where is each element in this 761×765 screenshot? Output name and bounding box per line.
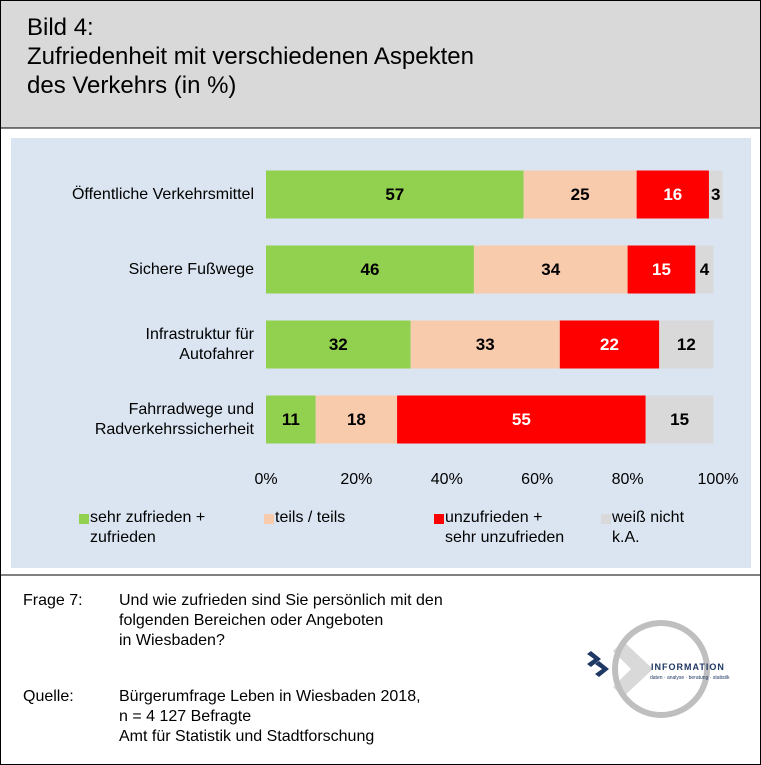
legend-label: unzufrieden + sehr unzufrieden	[445, 509, 565, 546]
bar-segment	[627, 245, 696, 294]
bar-segment	[523, 170, 637, 219]
chart-title: Bild 4: Zufriedenheit mit verschiedenen …	[27, 14, 474, 99]
legend-label: weiß nicht k.A.	[612, 509, 685, 546]
x-tick-label: 60%	[521, 471, 553, 488]
category-label: Infrastruktur für Autofahrer	[145, 325, 254, 363]
x-tick-label: 40%	[431, 471, 463, 488]
data-label: 33	[476, 335, 495, 354]
x-tick-label: 20%	[340, 471, 372, 488]
category-label: Fahrradwege und Radverkehrssicherheit	[94, 400, 254, 438]
data-label: 3	[711, 185, 720, 204]
note-text: Und wie zufrieden sind Sie persönlich mi…	[119, 592, 443, 649]
data-label: 4	[700, 260, 710, 279]
bar-segment	[397, 395, 646, 444]
bar-segment	[636, 170, 709, 219]
data-label: 55	[512, 410, 531, 429]
note-label: Frage 7:	[23, 592, 83, 609]
bar-segment	[266, 320, 411, 369]
data-label: 15	[652, 260, 671, 279]
data-label: 18	[347, 410, 366, 429]
bar-segment	[645, 395, 714, 444]
data-label: 22	[600, 335, 619, 354]
bar-segment	[315, 395, 398, 444]
bar-segment	[266, 395, 316, 444]
data-label: 16	[663, 185, 682, 204]
legend-swatch	[79, 514, 89, 524]
x-tick-label: 80%	[612, 471, 644, 488]
bar-segment	[473, 245, 628, 294]
data-label: 11	[282, 410, 300, 429]
note-label: Quelle:	[23, 688, 74, 705]
legend-swatch	[264, 514, 274, 524]
data-label: 25	[571, 185, 590, 204]
note-text: Bürgerumfrage Leben in Wiesbaden 2018, n…	[119, 688, 421, 745]
data-label: 46	[360, 260, 379, 279]
x-tick-label: 100%	[698, 471, 739, 488]
data-label: 12	[677, 335, 696, 354]
bar-segment	[410, 320, 560, 369]
x-tick-label: 0%	[254, 471, 277, 488]
legend-swatch	[434, 514, 444, 524]
bar-segment	[695, 245, 714, 294]
bar-segment	[659, 320, 714, 369]
title-band	[1, 1, 760, 128]
legend-label: teils / teils	[275, 509, 346, 526]
legend-swatch	[601, 514, 611, 524]
bar-segment	[266, 245, 474, 294]
logo-title: INFORMATION	[651, 662, 725, 672]
data-label: 32	[329, 335, 348, 354]
bar-segment	[559, 320, 660, 369]
legend-label: sehr zufrieden + zufrieden	[90, 509, 206, 546]
category-label: Sichere Fußwege	[128, 260, 254, 278]
category-label: Öffentliche Verkehrsmittel	[71, 185, 254, 203]
data-label: 34	[541, 260, 560, 279]
data-label: 57	[385, 185, 404, 204]
data-label: 15	[670, 410, 689, 429]
bar-segment	[708, 170, 723, 219]
logo-mark	[587, 620, 710, 718]
logo-subtitle: daten · analyse · beratung · statistik	[650, 675, 730, 681]
bar-segment	[266, 170, 524, 219]
